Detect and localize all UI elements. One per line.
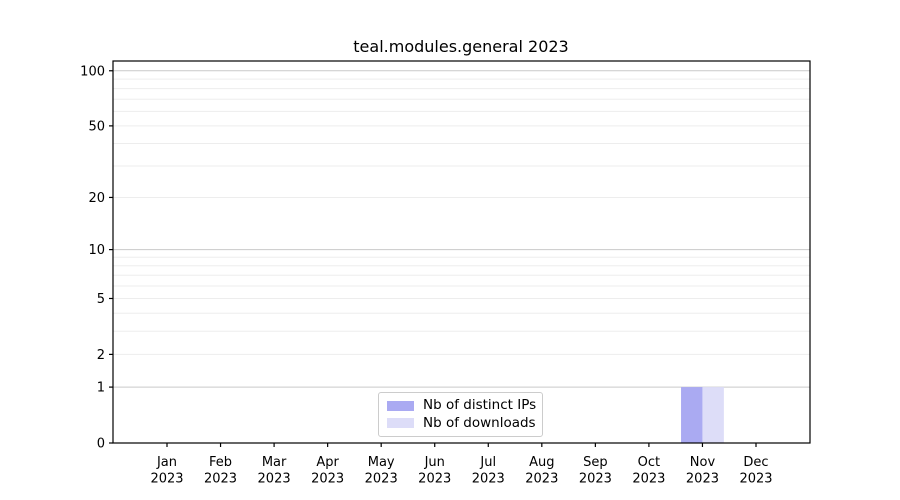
legend-swatch-downloads: [387, 418, 414, 429]
x-tick-label-month: Jun: [424, 455, 445, 470]
y-tick-label: 10: [88, 243, 105, 258]
chart-title: teal.modules.general 2023: [353, 37, 569, 56]
x-tick-label-year: 2023: [472, 472, 505, 487]
y-tick-label: 5: [97, 292, 105, 307]
x-tick-label-month: Oct: [638, 455, 660, 470]
plot-border: [112, 60, 811, 444]
x-tick-label-year: 2023: [258, 472, 291, 487]
x-tick-label-month: Nov: [690, 455, 716, 470]
x-tick-label-year: 2023: [418, 472, 451, 487]
legend-label-distinct-ips: Nb of distinct IPs: [423, 397, 537, 413]
y-tick-label: 20: [88, 191, 105, 206]
y-tick-label: 2: [97, 348, 105, 363]
x-tick-label-month: Dec: [743, 455, 768, 470]
x-tick-label-year: 2023: [525, 472, 558, 487]
x-tick-label-month: Apr: [316, 455, 339, 470]
x-tick-label-year: 2023: [579, 472, 612, 487]
bar-nb-of-distinct-ips-nov-2023: [681, 387, 703, 443]
legend: Nb of distinct IPs Nb of downloads: [378, 392, 543, 437]
x-tick-label-year: 2023: [204, 472, 237, 487]
x-tick-label-month: Mar: [262, 455, 287, 470]
x-tick-label-year: 2023: [311, 472, 344, 487]
legend-swatch-distinct-ips: [387, 400, 414, 411]
x-tick-label-month: Jan: [156, 455, 177, 470]
y-tick-label: 0: [97, 437, 105, 452]
x-tick-label-month: Sep: [583, 455, 608, 470]
x-tick-label-year: 2023: [686, 472, 719, 487]
legend-item-downloads: Nb of downloads: [387, 414, 536, 431]
x-tick-label-year: 2023: [632, 472, 665, 487]
x-tick-label-year: 2023: [739, 472, 772, 487]
legend-label-downloads: Nb of downloads: [423, 414, 536, 431]
x-tick-label-month: Aug: [529, 455, 554, 470]
x-tick-label-month: Feb: [209, 455, 232, 470]
bar-nb-of-downloads-nov-2023: [702, 387, 724, 443]
x-tick-label-month: Jul: [479, 455, 496, 470]
x-tick-label-year: 2023: [365, 472, 398, 487]
x-tick-label-month: May: [368, 455, 395, 470]
y-tick-label: 100: [80, 64, 105, 79]
legend-item-distinct-ips: Nb of distinct IPs: [387, 397, 537, 413]
x-tick-label-year: 2023: [150, 472, 183, 487]
y-tick-label: 1: [97, 381, 105, 396]
y-tick-label: 50: [88, 119, 105, 134]
